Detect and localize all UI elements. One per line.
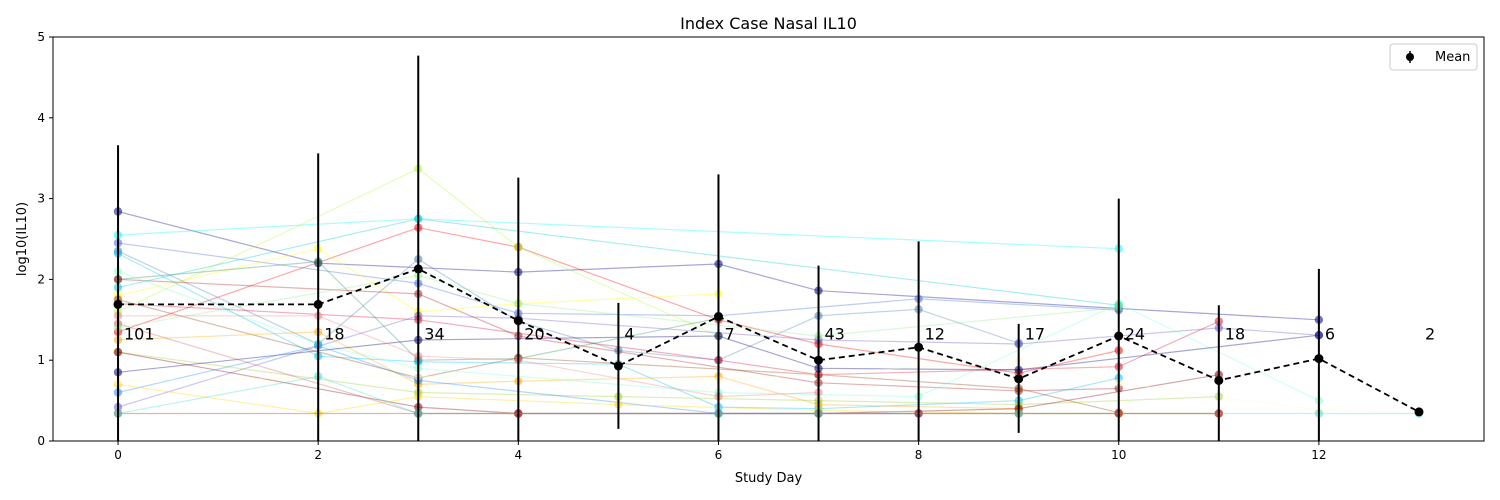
mean-point — [814, 355, 823, 365]
count-label: 2 — [1425, 325, 1435, 344]
x-tick-label: 6 — [715, 448, 723, 462]
mean-point — [113, 299, 123, 309]
x-tick-label: 12 — [1311, 448, 1326, 462]
subject-series-13 — [113, 299, 1224, 379]
count-label: 101 — [124, 325, 155, 344]
subject-line — [117, 252, 1119, 410]
mean-point — [313, 299, 323, 309]
legend-mean-marker — [1406, 53, 1414, 61]
y-axis-title: log10(IL10) — [15, 202, 30, 276]
mean-point — [1314, 354, 1324, 364]
mean-point — [914, 342, 924, 352]
x-tick-label: 0 — [114, 448, 122, 462]
count-label: 6 — [1325, 325, 1335, 344]
mean-series-layer — [113, 55, 1424, 441]
mean-point — [1014, 374, 1024, 384]
sample-count-labels: 101 18 34 20 4 7 43 12 17 24 18 6 2 — [124, 325, 1435, 344]
subject-line — [117, 278, 1119, 392]
mean-point — [1214, 375, 1224, 385]
subject-line — [117, 303, 1220, 376]
y-tick-label: 0 — [37, 434, 45, 448]
count-label: 34 — [424, 325, 444, 344]
x-tick-label: 8 — [915, 448, 923, 462]
subject-line — [117, 334, 1319, 373]
legend: Mean — [1389, 43, 1478, 71]
x-axis-title: Study Day — [735, 471, 803, 486]
count-label: 17 — [1025, 325, 1045, 344]
mean-point — [714, 312, 723, 322]
subject-line — [117, 351, 1219, 415]
y-tick-label: 2 — [37, 272, 45, 286]
y-tick-label: 4 — [37, 111, 45, 125]
mean-point — [1414, 407, 1424, 417]
count-label: 43 — [825, 325, 845, 344]
legend-box — [1389, 43, 1478, 71]
y-tick-label: 5 — [37, 30, 45, 44]
subject-line — [117, 167, 719, 337]
legend-mean-label: Mean — [1435, 50, 1470, 65]
subject-line — [118, 315, 819, 398]
count-label: 24 — [1125, 325, 1145, 344]
x-tick-label: 10 — [1111, 448, 1126, 462]
count-label: 4 — [624, 325, 634, 344]
y-tick-label: 3 — [37, 192, 45, 206]
x-tick-label: 2 — [314, 448, 322, 462]
count-label: 12 — [925, 325, 945, 344]
x-tick-label: 4 — [515, 448, 523, 462]
y-tick-label: 1 — [37, 353, 45, 367]
y-axis-ticks: 0 1 2 3 4 5 — [37, 30, 53, 448]
chart-title: Index Case Nasal IL10 — [680, 14, 857, 33]
count-label: 20 — [524, 325, 544, 344]
mean-point — [413, 264, 423, 274]
mean-point — [1114, 331, 1124, 341]
mean-point — [513, 316, 523, 326]
subject-line — [117, 299, 1119, 414]
plot-area-frame — [52, 36, 1485, 442]
x-axis-ticks: 0 2 4 6 8 10 12 — [114, 441, 1327, 462]
count-label: 18 — [324, 325, 344, 344]
count-label: 18 — [1225, 325, 1245, 344]
mean-point — [613, 361, 623, 371]
count-label: 7 — [725, 325, 735, 344]
subject-line — [117, 375, 1419, 415]
